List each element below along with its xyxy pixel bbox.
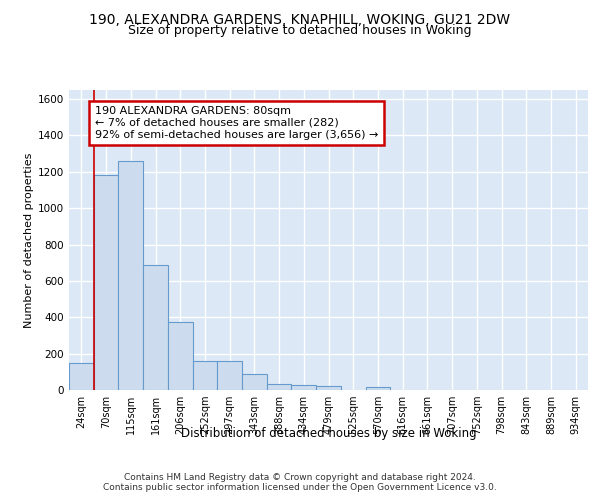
Text: Contains HM Land Registry data © Crown copyright and database right 2024.
Contai: Contains HM Land Registry data © Crown c… (103, 472, 497, 492)
Bar (242, 374, 267, 390)
Bar (118, 161, 143, 390)
Y-axis label: Number of detached properties: Number of detached properties (24, 152, 34, 328)
Bar (217, 360, 242, 390)
Text: Distribution of detached houses by size in Woking: Distribution of detached houses by size … (181, 428, 476, 440)
Bar (316, 386, 341, 390)
Bar (168, 322, 193, 390)
Text: Size of property relative to detached houses in Woking: Size of property relative to detached ho… (128, 24, 472, 37)
Bar (292, 386, 316, 390)
Bar (365, 388, 390, 390)
Bar (267, 384, 292, 390)
Text: 190, ALEXANDRA GARDENS, KNAPHILL, WOKING, GU21 2DW: 190, ALEXANDRA GARDENS, KNAPHILL, WOKING… (89, 12, 511, 26)
Bar (143, 264, 168, 390)
Bar (94, 174, 118, 390)
Bar (69, 362, 94, 390)
Bar (193, 360, 217, 390)
Text: 190 ALEXANDRA GARDENS: 80sqm
← 7% of detached houses are smaller (282)
92% of se: 190 ALEXANDRA GARDENS: 80sqm ← 7% of det… (95, 106, 379, 140)
